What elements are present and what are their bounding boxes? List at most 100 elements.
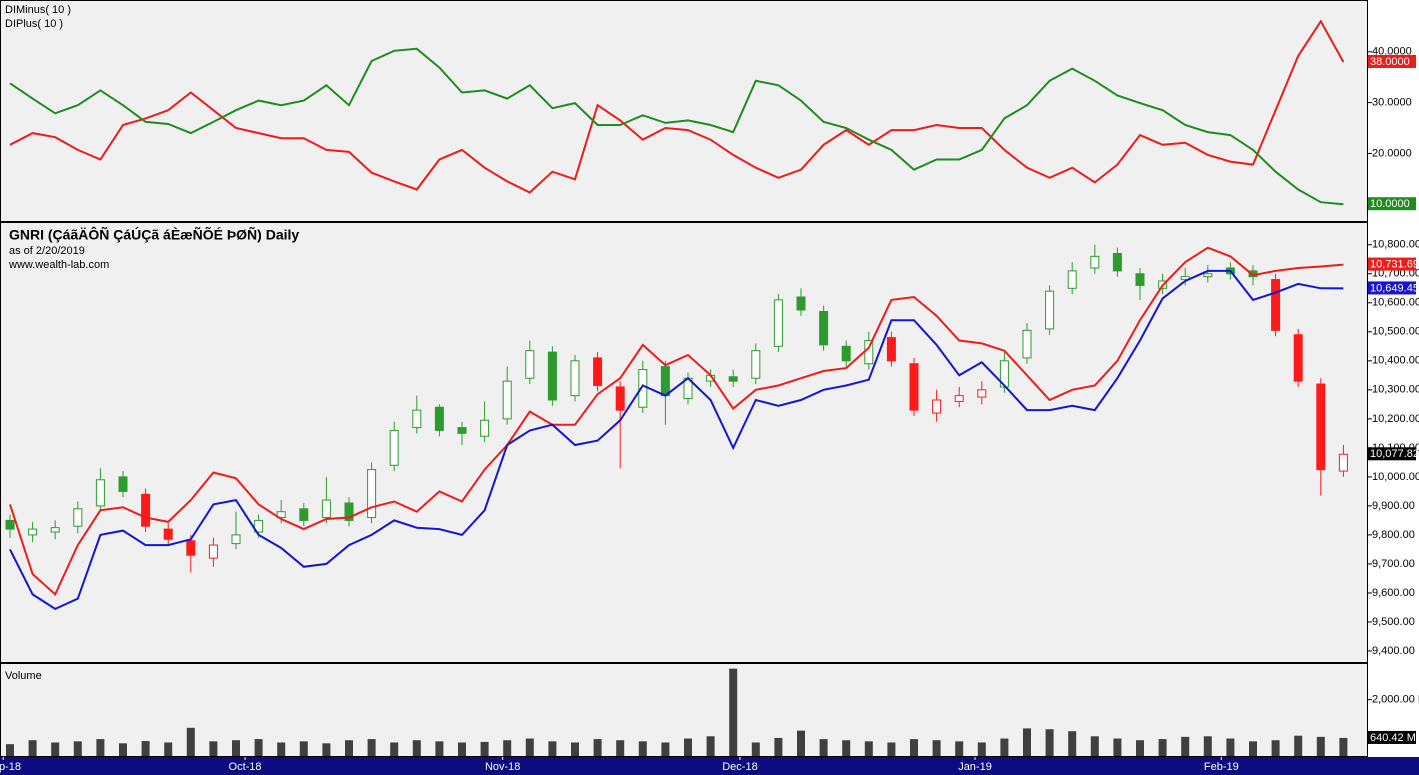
last-value-label: 38.0000 <box>1370 56 1410 68</box>
candle-body <box>1203 273 1213 278</box>
volume-bar <box>638 741 647 756</box>
pane-border <box>0 663 1368 757</box>
x-tick-label: Jan-19 <box>958 761 992 773</box>
y-tick-label: 10,600.00 <box>1372 297 1419 309</box>
last-value-label-box <box>1368 730 1416 744</box>
candle-body <box>186 540 196 556</box>
volume-bar <box>345 740 353 756</box>
volume-bar <box>277 742 286 756</box>
last-value-label: 10.0000 <box>1370 198 1410 210</box>
volume-bar <box>322 743 331 756</box>
volume-bar <box>1000 738 1009 756</box>
volume-bar <box>254 739 263 756</box>
volume-bar <box>367 739 376 756</box>
volume-bar <box>819 739 828 756</box>
volume-bar <box>1249 741 1257 756</box>
candle-body <box>977 389 987 398</box>
last-value-label: 10,731.69 <box>1370 258 1419 270</box>
x-tick-label: Feb-19 <box>1204 761 1239 773</box>
volume-bar <box>1090 736 1099 756</box>
y-tick-label: 10,200.00 <box>1372 413 1419 425</box>
candle-body <box>163 528 173 540</box>
source: www.wealth-lab.com <box>8 259 109 271</box>
volume-bar <box>774 737 783 756</box>
candle-body <box>231 534 241 545</box>
y-tick-label: 10,400.00 <box>1372 355 1419 367</box>
pane-border <box>0 222 1368 663</box>
y-tick-label: 9,800.00 <box>1372 529 1415 541</box>
x-axis-band <box>0 757 1419 775</box>
pane-title: Volume <box>5 670 42 682</box>
di-line <box>9 47 1344 206</box>
x-tick-label: Dec-18 <box>722 761 757 773</box>
candle-body <box>751 350 761 379</box>
candle-body <box>28 528 38 536</box>
volume-bar <box>435 741 444 756</box>
volume-bar <box>6 744 14 756</box>
candle-body <box>525 350 535 379</box>
volume-bar <box>503 740 512 756</box>
volume-bar <box>1203 736 1212 756</box>
volume-bar <box>661 742 670 756</box>
candle-body <box>95 479 105 507</box>
last-value-label: 10,649.45 <box>1370 282 1419 294</box>
volume-bar <box>480 741 489 756</box>
y-tick-label: 10,000.00 <box>1372 471 1419 483</box>
candle-body <box>547 351 557 401</box>
chart-subtitle: as of 2/20/2019 <box>9 245 85 257</box>
last-close-label: 10,077.82 <box>1370 448 1419 460</box>
candle-body <box>1090 255 1100 269</box>
volume-bar <box>186 727 195 756</box>
candle-body <box>570 360 580 397</box>
volume-bar <box>73 741 82 756</box>
volume-bar <box>864 741 873 756</box>
last-value-label-box <box>1368 281 1416 295</box>
candle-body <box>728 376 738 382</box>
volume-bar <box>977 742 986 756</box>
volume-bar <box>28 740 37 756</box>
candle-body <box>276 511 286 519</box>
volume-bar <box>458 742 466 756</box>
candle-body <box>73 508 83 527</box>
volume-bar <box>209 741 218 756</box>
candle-body <box>841 345 851 362</box>
volume-bar <box>887 742 896 756</box>
volume-bar <box>1294 735 1303 756</box>
volume-bar <box>842 740 851 756</box>
candle-body <box>299 508 309 521</box>
y-tick-label: 9,900.00 <box>1372 500 1415 512</box>
volume-bar <box>1023 728 1031 756</box>
volume-bar <box>548 741 557 756</box>
legend-entry: DIMinus( 10 ) <box>5 4 71 16</box>
candle-body <box>480 419 490 437</box>
candle-body <box>5 519 15 530</box>
volume-bar <box>571 742 579 756</box>
candle-body <box>909 363 919 411</box>
volume-bar <box>141 741 150 756</box>
x-tick-label: Oct-18 <box>229 761 262 773</box>
volume-bar <box>729 668 738 756</box>
volume-bar <box>1226 738 1235 756</box>
candle-body <box>1022 329 1032 359</box>
band-line <box>9 269 1344 611</box>
volume-bar <box>1158 739 1167 756</box>
volume-bar <box>1068 731 1077 756</box>
volume-bar <box>232 740 240 756</box>
candle-body <box>321 499 331 519</box>
candle-body <box>1271 279 1281 331</box>
candle-body <box>1135 273 1145 286</box>
candle-body <box>344 502 354 521</box>
volume-bar <box>1339 737 1348 756</box>
y-tick-label: 20.0000 <box>1372 147 1412 159</box>
y-tick-label: 9,400.00 <box>1372 645 1415 657</box>
volume-bar <box>593 739 602 756</box>
y-tick-label: 30.0000 <box>1372 97 1412 109</box>
y-tick-label: 10,500.00 <box>1372 326 1419 338</box>
y-tick-label: 40.0000 <box>1372 46 1412 58</box>
di-line <box>9 19 1345 194</box>
candle-body <box>50 527 60 533</box>
y-tick-label: 10,800.00 <box>1372 239 1419 251</box>
y-tick-label: 9,500.00 <box>1372 616 1415 628</box>
volume-bar <box>96 739 105 756</box>
